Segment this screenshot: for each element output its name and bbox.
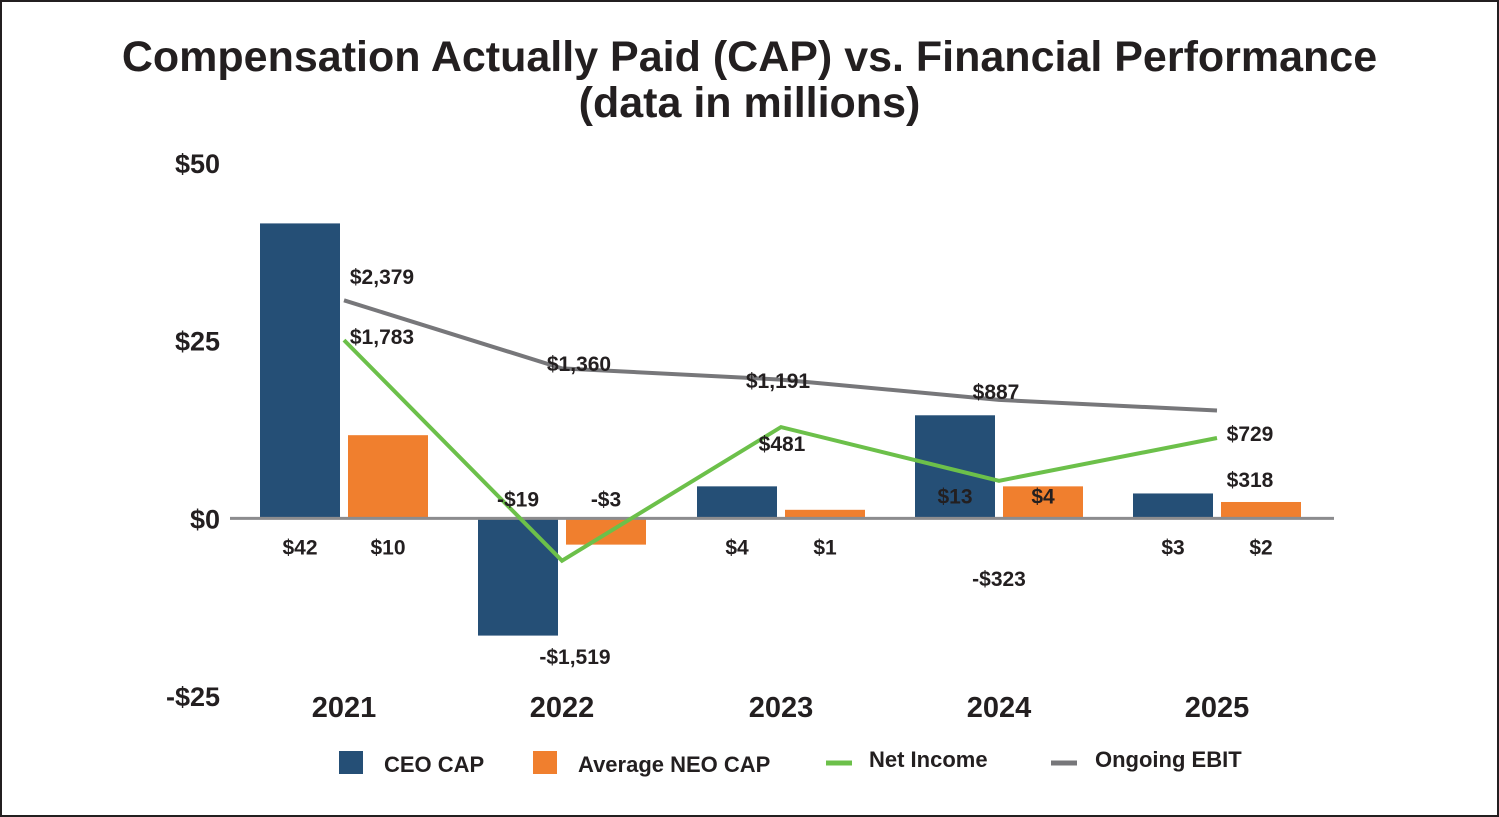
ongoing-ebit-line (343, 298, 1218, 413)
y-tick-label: $25 (175, 327, 220, 357)
ceo-cap-legend-label: CEO CAP (384, 752, 484, 777)
average-neo-cap-bar-2022 (566, 518, 646, 545)
y-tick-label: -$25 (166, 682, 220, 712)
net-income-value-label: $1,783 (350, 326, 414, 349)
ceo-cap-legend-swatch (339, 751, 363, 774)
average-neo-cap-bar-2025 (1221, 501, 1301, 519)
average-neo-cap-legend-label: Average NEO CAP (578, 752, 770, 777)
ceo-cap-bar-2024 (915, 415, 995, 519)
ongoing-ebit-value-label: $2,379 (350, 266, 414, 289)
net-income-value-label: -$323 (972, 568, 1026, 591)
average-neo-cap-bar-2023 (785, 509, 865, 519)
ceo-cap-bar-2022 (478, 518, 558, 636)
bars (260, 223, 1301, 636)
average-neo-cap-bar-2021 (348, 435, 428, 519)
ceo-cap-bar-2021 (260, 223, 340, 519)
y-tick-label: $50 (175, 149, 220, 179)
average-neo-cap-value-label: $2 (1249, 536, 1272, 559)
ongoing-ebit-value-label: $1,191 (746, 370, 811, 393)
ongoing-ebit-value-label: $887 (973, 381, 1020, 404)
x-tick-label: 2021 (312, 692, 377, 724)
data-labels: $42 -$19 $4 $13 $3 $10 -$3 $1 $4 $2 $1,783 -$1,519 $… (282, 266, 1273, 669)
average-neo-cap-value-label: $1 (813, 536, 837, 559)
ongoing-ebit-legend-label: Ongoing EBIT (1095, 747, 1242, 772)
average-neo-cap-legend-swatch (533, 751, 557, 774)
chart-title-line-2: (data in millions) (578, 79, 921, 127)
average-neo-cap-value-label: $10 (370, 536, 405, 559)
ongoing-ebit-value-label: $729 (1227, 423, 1274, 446)
net-income-value-label: $481 (759, 433, 806, 456)
net-income-legend-label: Net Income (869, 747, 988, 772)
legend: CEO CAP Average NEO CAP Net Income Ongoing … (339, 747, 1242, 777)
net-income-value-label: $318 (1227, 469, 1274, 492)
x-tick-label: 2022 (530, 692, 595, 724)
average-neo-cap-value-label: -$3 (591, 488, 621, 511)
ceo-cap-value-label: $3 (1161, 536, 1184, 559)
ceo-cap-value-label: $42 (282, 536, 317, 559)
ceo-cap-value-label: $4 (725, 536, 749, 559)
ceo-cap-value-label: -$19 (497, 488, 539, 511)
ongoing-ebit-value-label: $1,360 (547, 353, 611, 376)
average-neo-cap-value-label: $4 (1031, 485, 1055, 508)
y-tick-label: $0 (190, 504, 220, 534)
x-tick-label: 2023 (749, 692, 814, 724)
average-neo-cap-bar-2024 (1003, 486, 1083, 519)
ceo-cap-bar-2023 (697, 486, 777, 519)
chart-title-line-1: Compensation Actually Paid (CAP) vs. Fin… (121, 33, 1378, 81)
ceo-cap-value-label: $13 (937, 485, 972, 508)
x-tick-label: 2024 (967, 692, 1032, 724)
ceo-cap-bar-2025 (1133, 493, 1213, 519)
y-axis-ticks: $50 $25 $0 -$25 (166, 149, 220, 712)
lines (342, 298, 1218, 564)
x-axis-ticks: 2021 2022 2023 2024 2025 (312, 692, 1250, 724)
net-income-value-label: -$1,519 (539, 646, 610, 669)
chart-title: Compensation Actually Paid (CAP) vs. Fin… (0, 34, 1499, 126)
x-tick-label: 2025 (1185, 692, 1250, 724)
